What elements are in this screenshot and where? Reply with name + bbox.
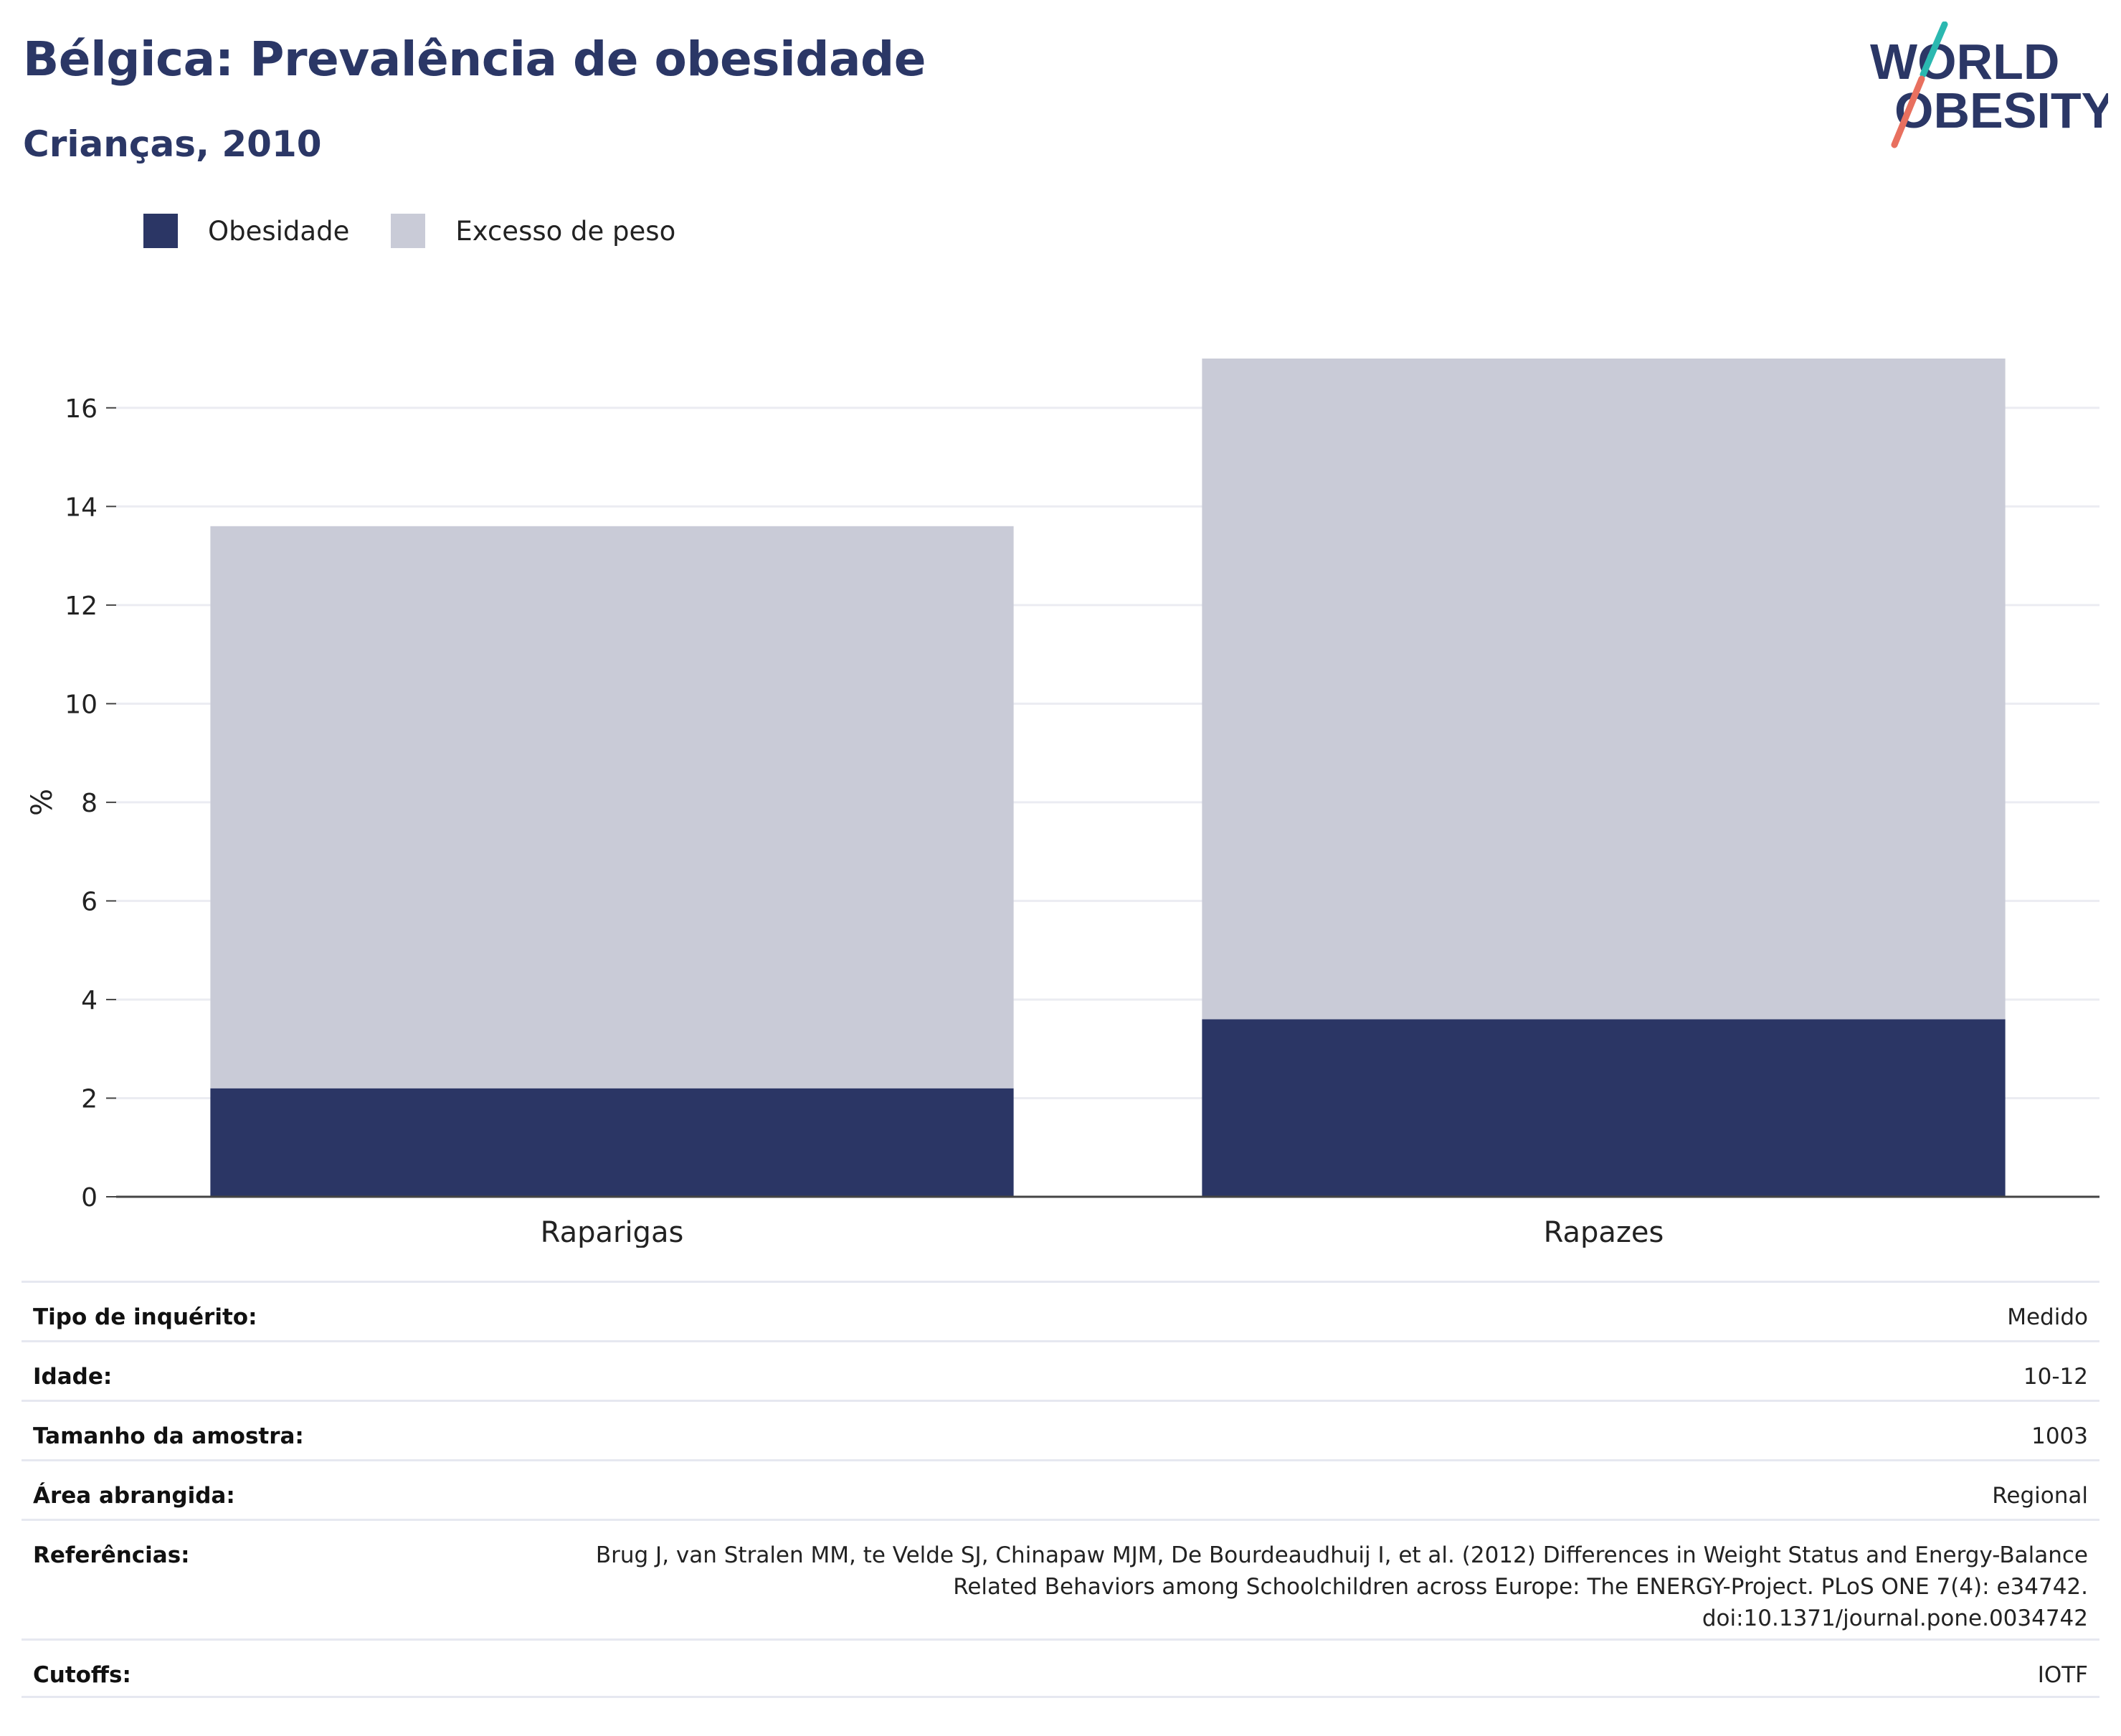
meta-row-survey-type: Tipo de inquérito: Medido: [22, 1281, 2099, 1340]
logo-word-obesity: OBESITY: [1894, 82, 2108, 138]
meta-key-references: Referências:: [33, 1542, 190, 1568]
meta-key-sample-size: Tamanho da amostra:: [33, 1423, 304, 1449]
reference-line: Related Behaviors among Schoolchildren a…: [953, 1574, 2088, 1600]
y-tick-label: 14: [65, 493, 98, 522]
chart-subtitle: Crianças, 2010: [23, 123, 322, 165]
reference-line: Brug J, van Stralen MM, te Velde SJ, Chi…: [595, 1542, 2088, 1568]
logo-slash-teal: [1920, 22, 1948, 78]
chart-title: Bélgica: Prevalência de obesidade: [23, 32, 926, 87]
y-tick-label: 16: [65, 394, 98, 424]
y-tick-label: 0: [81, 1183, 98, 1213]
survey-metadata-table: Tipo de inquérito: Medido Idade: 10-12 T…: [22, 1281, 2099, 1698]
meta-value-age: 10-12: [2023, 1364, 2088, 1390]
meta-row-age: Idade: 10-12: [22, 1340, 2099, 1400]
meta-row-references: Referências: Brug J, van Stralen MM, te …: [22, 1519, 2099, 1638]
meta-value-area: Regional: [1992, 1483, 2088, 1509]
y-axis-label: %: [26, 789, 59, 816]
y-tick-label: 8: [81, 789, 98, 818]
legend-label-overweight: Excesso de peso: [455, 215, 676, 247]
meta-value-references[interactable]: Brug J, van Stralen MM, te Velde SJ, Chi…: [596, 1540, 2088, 1634]
bar-obesity-raparigas[interactable]: [210, 1088, 1014, 1197]
y-tick-label: 2: [81, 1084, 98, 1114]
meta-row-area: Área abrangida: Regional: [22, 1459, 2099, 1519]
legend-label-obesity: Obesidade: [208, 215, 350, 247]
legend-swatch-overweight: [391, 214, 426, 248]
bar-overweight-rapazes[interactable]: [1202, 359, 2006, 1020]
y-tick-label: 4: [81, 986, 98, 1015]
meta-value-cutoffs: IOTF: [2037, 1662, 2088, 1688]
y-tick-label: 12: [65, 592, 98, 621]
meta-key-survey-type: Tipo de inquérito:: [33, 1304, 257, 1330]
logo-word-world: WORLD: [1870, 34, 2059, 90]
meta-row-sample-size: Tamanho da amostra: 1003: [22, 1400, 2099, 1459]
y-tick-label: 10: [65, 690, 98, 719]
logo-slash-coral: [1891, 75, 1925, 148]
y-tick-label: 6: [81, 887, 98, 916]
meta-row-cutoffs: Cutoffs: IOTF: [22, 1638, 2099, 1698]
meta-value-sample-size: 1003: [2031, 1423, 2088, 1449]
bar-obesity-rapazes[interactable]: [1202, 1019, 2006, 1197]
bar-overweight-raparigas[interactable]: [210, 526, 1014, 1088]
bar-chart: 0 2 4 6 8 10 12 14 16% Raparigas Rapazes: [26, 359, 2099, 1248]
chart-legend: Obesidade Excesso de peso: [143, 214, 717, 248]
legend-item-obesity[interactable]: Obesidade: [143, 214, 349, 248]
meta-value-survey-type: Medido: [2007, 1304, 2088, 1330]
x-tick-label: Raparigas: [541, 1216, 684, 1248]
meta-key-cutoffs: Cutoffs:: [33, 1662, 131, 1688]
x-tick-label: Rapazes: [1544, 1216, 1664, 1248]
legend-swatch-obesity: [143, 214, 178, 248]
world-obesity-logo: WORLD OBESITY: [1870, 22, 2108, 148]
reference-doi[interactable]: doi:10.1371/journal.pone.0034742: [1702, 1605, 2088, 1631]
meta-key-age: Idade:: [33, 1364, 113, 1390]
legend-item-overweight[interactable]: Excesso de peso: [391, 214, 675, 248]
meta-key-area: Área abrangida:: [33, 1483, 235, 1509]
